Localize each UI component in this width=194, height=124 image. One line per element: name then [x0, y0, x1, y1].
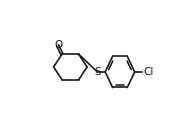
Text: Cl: Cl	[143, 67, 153, 77]
Text: O: O	[54, 40, 62, 50]
Text: S: S	[94, 67, 101, 77]
